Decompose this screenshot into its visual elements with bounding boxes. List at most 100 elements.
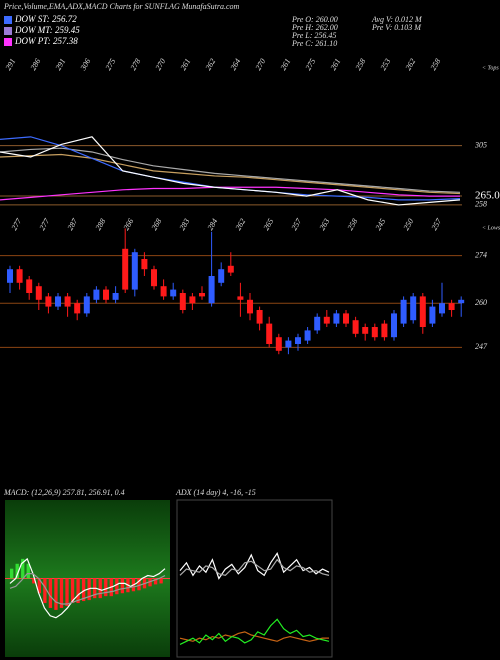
y-tick-label: 247 [475, 342, 488, 351]
top-label: 275 [304, 57, 318, 72]
low-label: 283 [178, 217, 192, 232]
histogram-bar [98, 578, 102, 599]
histogram-bar [15, 563, 19, 579]
candle-body [103, 289, 109, 300]
histogram-bar [81, 578, 86, 602]
candle-body [333, 313, 340, 324]
top-label: 270 [254, 57, 268, 72]
info-text: Pre O: 260.00 [291, 15, 338, 24]
candle-body [170, 289, 177, 297]
candle-body [343, 313, 349, 324]
top-label: 262 [204, 57, 218, 72]
low-label: 250 [402, 217, 416, 232]
candle-body [26, 279, 33, 293]
legend-label: DOW PT: 257.38 [14, 36, 78, 46]
candle-body [429, 306, 436, 324]
info-text: Pre V: 0.103 M [371, 23, 422, 32]
candle-body [55, 296, 61, 307]
candle-body [237, 296, 244, 300]
candle-body [352, 320, 359, 334]
candle-body [400, 299, 407, 324]
y-tick-label: 258 [475, 200, 487, 209]
macd-line [9, 572, 166, 605]
candle-body [35, 286, 42, 300]
adx-label: ADX (14 day) 4, -16, -15 [175, 488, 256, 497]
candle-body [362, 327, 369, 334]
chart-title: Price,Volume,EMA,ADX,MACD Charts for SUN… [3, 2, 240, 11]
top-label: 264 [229, 57, 243, 72]
top-label: 262 [404, 57, 418, 72]
candle-body [45, 296, 52, 307]
top-label: 306 [78, 57, 92, 73]
candle-body [419, 296, 426, 327]
low-label: 257 [430, 216, 444, 232]
histogram-bar [59, 578, 64, 608]
low-label: 288 [94, 217, 108, 232]
candle-body [74, 303, 81, 314]
legend-swatch [4, 38, 12, 46]
adx-line [179, 618, 330, 645]
histogram-bar [120, 578, 125, 594]
low-label: 268 [150, 217, 164, 232]
candle-body [64, 296, 71, 307]
histogram-bar [159, 578, 163, 584]
candle-body [381, 323, 388, 338]
candle-body [208, 276, 215, 304]
histogram-bar [115, 578, 119, 595]
low-label: 258 [346, 217, 360, 232]
low-label: 245 [374, 217, 388, 232]
adx-line [179, 558, 330, 577]
candle-body [323, 316, 330, 324]
top-label: 291 [4, 57, 18, 72]
candle-body [266, 323, 273, 344]
histogram-bar [37, 578, 41, 594]
top-label: 258 [429, 57, 443, 72]
info-text: Pre C: 261.10 [291, 39, 337, 48]
candle-body [304, 330, 311, 341]
candle-body [295, 337, 301, 344]
price-line [0, 147, 461, 193]
candle-body [151, 269, 157, 287]
histogram-bar [48, 578, 53, 608]
candle-body [439, 303, 445, 314]
histogram-bar [153, 578, 158, 585]
legend-label: DOW ST: 256.72 [14, 14, 77, 24]
histogram-bar [21, 558, 25, 579]
candle-body [458, 299, 465, 304]
legend-swatch [4, 16, 12, 24]
macd-label: MACD: (12,26,9) 257.81, 256.91, 0.4 [3, 488, 125, 497]
histogram-bar [148, 578, 152, 587]
histogram-bar [70, 578, 75, 604]
candle-body [16, 269, 23, 283]
top-label: 275 [104, 57, 118, 72]
top-label: 286 [29, 57, 43, 72]
top-label: 261 [329, 57, 343, 72]
top-label: 261 [279, 57, 293, 72]
panel-bg [176, 499, 333, 658]
candle-body [391, 313, 397, 338]
histogram-bar [10, 568, 14, 579]
histogram-bar [26, 563, 30, 579]
candle-body [371, 327, 378, 338]
top-label: 261 [179, 57, 193, 72]
candle-body [256, 310, 263, 324]
price-line [0, 153, 461, 195]
candle-body [93, 289, 100, 300]
low-label: 277 [10, 216, 24, 232]
low-label: 287 [66, 216, 80, 232]
candle-body [7, 269, 13, 283]
macd-line [9, 557, 166, 619]
candle-body [189, 296, 196, 304]
low-label: 266 [122, 217, 136, 232]
lows-label: < Lows [482, 225, 500, 231]
histogram-bar [32, 578, 36, 584]
price-line [0, 186, 460, 201]
histogram-bar [43, 578, 47, 604]
candle-body [83, 296, 90, 314]
candle-body [112, 293, 119, 300]
low-label: 262 [234, 217, 248, 232]
y-tick-label: 274 [475, 250, 487, 259]
legend-swatch [4, 27, 12, 35]
